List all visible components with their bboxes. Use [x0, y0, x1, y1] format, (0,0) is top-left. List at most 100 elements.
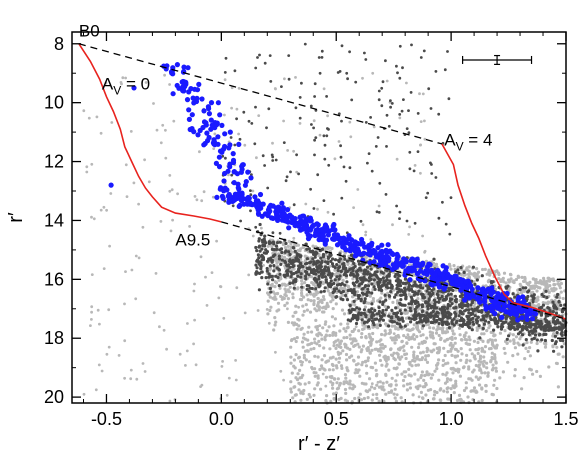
field-star-dark [364, 284, 368, 288]
field-star-light [558, 286, 562, 290]
field-star-dark [343, 257, 347, 261]
field-star-dark [476, 305, 480, 309]
field-star-dark [269, 274, 273, 278]
field-star-dark [250, 122, 254, 125]
field-star-light [286, 288, 290, 292]
field-star-light [516, 341, 520, 345]
field-star-dark [235, 117, 239, 121]
member-star [174, 62, 180, 68]
field-star-dark [419, 56, 423, 59]
field-star-light [421, 298, 425, 303]
field-star-light [446, 350, 450, 354]
field-star-dark [398, 217, 401, 221]
field-star-dark [504, 317, 508, 321]
member-star [221, 178, 227, 184]
field-star-light [322, 87, 326, 91]
field-star-dark [339, 144, 342, 148]
field-star-dark [277, 284, 281, 288]
field-star-dark [356, 294, 360, 298]
field-star-light [313, 374, 317, 378]
field-star-dark [434, 176, 438, 179]
field-star-dark [398, 76, 402, 80]
field-star-dark [526, 294, 530, 299]
field-star-light [344, 345, 348, 349]
field-star-light [430, 301, 434, 305]
field-star-light [268, 308, 272, 313]
field-star-light [121, 76, 125, 80]
field-star-dark [443, 68, 447, 72]
field-star-light [467, 335, 471, 339]
field-star-light [531, 277, 535, 281]
field-star-dark [454, 297, 458, 301]
field-star-light [467, 377, 471, 381]
field-star-dark [394, 314, 398, 318]
member-star [215, 134, 221, 140]
field-star-light [529, 291, 533, 295]
field-star-dark [357, 296, 361, 300]
field-star-light [464, 381, 468, 385]
field-star-light [547, 279, 552, 283]
field-star-dark [322, 267, 327, 271]
field-star-dark [356, 259, 361, 263]
member-star [384, 250, 390, 256]
field-star-dark [270, 153, 274, 157]
field-star-light [369, 365, 373, 369]
field-star-light [213, 132, 217, 136]
field-star-dark [460, 293, 464, 297]
field-star-light [481, 362, 485, 366]
field-star-dark [318, 283, 322, 288]
field-star-light [456, 370, 461, 374]
field-star-light [381, 343, 385, 347]
field-star-dark [308, 261, 312, 265]
field-star-dark [395, 204, 398, 208]
field-star-light [306, 330, 310, 334]
field-star-light [286, 297, 290, 301]
field-star-dark [518, 324, 522, 329]
member-star [194, 87, 201, 93]
field-star-light [376, 380, 380, 384]
field-star-light [449, 349, 453, 353]
field-star-dark [475, 278, 479, 282]
field-star-dark [378, 300, 382, 304]
field-star-light [435, 367, 439, 371]
member-star [191, 129, 197, 135]
field-star-light [271, 141, 274, 145]
field-star-light [268, 268, 272, 272]
field-star-light [506, 360, 510, 364]
field-star-dark [435, 310, 439, 314]
field-star-light [318, 133, 322, 137]
field-star-light [289, 355, 293, 359]
field-star-dark [351, 291, 355, 295]
field-star-dark [407, 109, 410, 112]
field-star-light [550, 287, 554, 291]
member-star [360, 240, 366, 246]
field-star-dark [467, 311, 471, 315]
field-star-light [431, 326, 436, 330]
field-star-light [306, 298, 310, 302]
field-star-light [481, 339, 485, 343]
field-star-light [467, 342, 472, 346]
field-star-light [456, 265, 460, 269]
field-star-dark [320, 275, 325, 279]
field-star-dark [421, 293, 425, 297]
field-star-light [346, 285, 351, 289]
field-star-dark [265, 269, 269, 273]
field-star-light [555, 345, 559, 349]
field-star-light [485, 329, 489, 333]
field-star-light [381, 399, 386, 403]
field-star-dark [275, 247, 279, 251]
field-star-dark [338, 282, 342, 286]
field-star-light [463, 333, 467, 337]
field-star-dark [420, 303, 424, 307]
field-star-dark [392, 311, 396, 316]
field-star-dark [506, 284, 510, 288]
field-star-light [230, 86, 234, 90]
field-star-dark [339, 269, 343, 273]
field-star-dark [429, 107, 433, 110]
field-star-dark [352, 308, 356, 312]
field-star-light [437, 358, 441, 362]
field-star-dark [515, 321, 520, 325]
member-star [169, 70, 175, 76]
field-star-dark [315, 265, 319, 269]
field-star-light [486, 374, 490, 378]
